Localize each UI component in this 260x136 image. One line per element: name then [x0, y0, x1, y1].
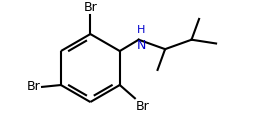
Text: Br: Br	[83, 1, 97, 14]
Text: Br: Br	[27, 80, 40, 93]
Text: Br: Br	[136, 100, 149, 113]
Text: H: H	[137, 25, 146, 35]
Text: N: N	[137, 39, 146, 52]
